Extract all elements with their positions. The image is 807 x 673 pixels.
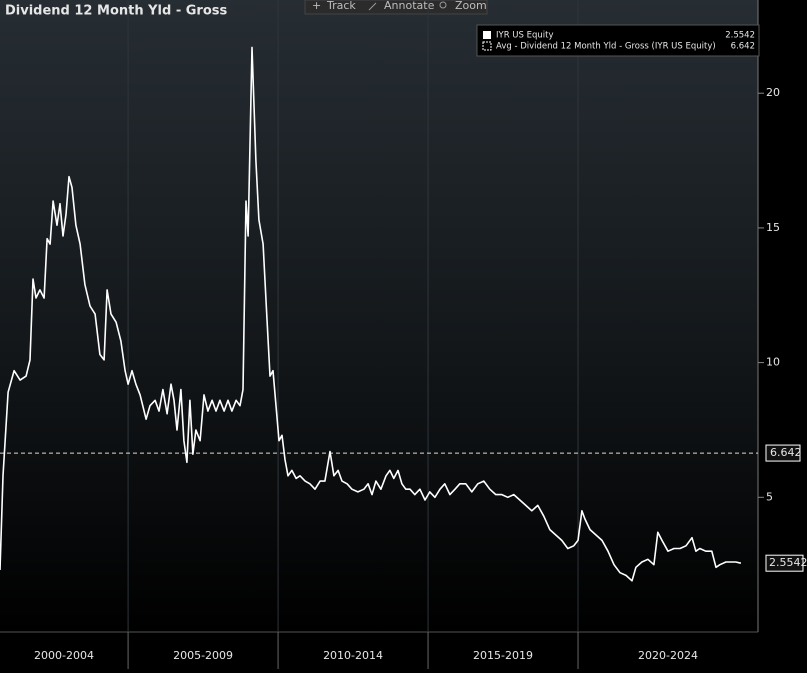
- chart-title: Dividend 12 Month Yld - Gross: [5, 4, 227, 19]
- y-tick-label: 5: [766, 490, 773, 503]
- legend-box: [476, 24, 760, 57]
- legend: IYR US Equity 2.5542 Avg - Dividend 12 Mon…: [476, 24, 760, 57]
- x-tick-label: 2000-2004: [34, 649, 94, 662]
- toolbar: [304, 0, 488, 15]
- toolbar-label: Annotate: [384, 0, 435, 12]
- toolbar-label: Track: [326, 0, 356, 12]
- x-tick-label: 2005-2009: [173, 649, 233, 662]
- x-tick-label: 2010-2014: [323, 649, 383, 662]
- y-tick-label: 15: [766, 221, 780, 234]
- toolbar-button[interactable]: + Track: [312, 0, 356, 12]
- zoom-icon: [439, 1, 447, 9]
- value-tag: [765, 554, 804, 572]
- value-tag: [765, 444, 801, 462]
- value-tag-label: 2.5542: [769, 556, 807, 569]
- x-tick-label: 2020-2024: [638, 649, 698, 662]
- y-tick-label: 10: [766, 356, 780, 369]
- series-line: [0, 46, 742, 582]
- legend-swatch: [483, 31, 491, 39]
- legend-value: 2.5542: [725, 31, 755, 41]
- y-tick-label: 20: [766, 86, 780, 99]
- value-tag-label: 6.642: [770, 446, 802, 459]
- track-icon: +: [312, 0, 321, 12]
- plot-area: [0, 0, 758, 632]
- legend-value: 6.642: [731, 42, 755, 52]
- legend-label: IYR US Equity: [496, 31, 554, 41]
- legend-swatch: [482, 41, 492, 51]
- toolbar-button[interactable]: Zoom: [439, 0, 487, 12]
- annotate-icon: [368, 2, 377, 11]
- toolbar-button[interactable]: Annotate: [368, 0, 435, 12]
- x-tick-label: 2015-2019: [473, 649, 533, 662]
- legend-label: Avg - Dividend 12 Month Yld - Gross (IYR…: [496, 42, 716, 52]
- toolbar-label: Zoom: [455, 0, 487, 12]
